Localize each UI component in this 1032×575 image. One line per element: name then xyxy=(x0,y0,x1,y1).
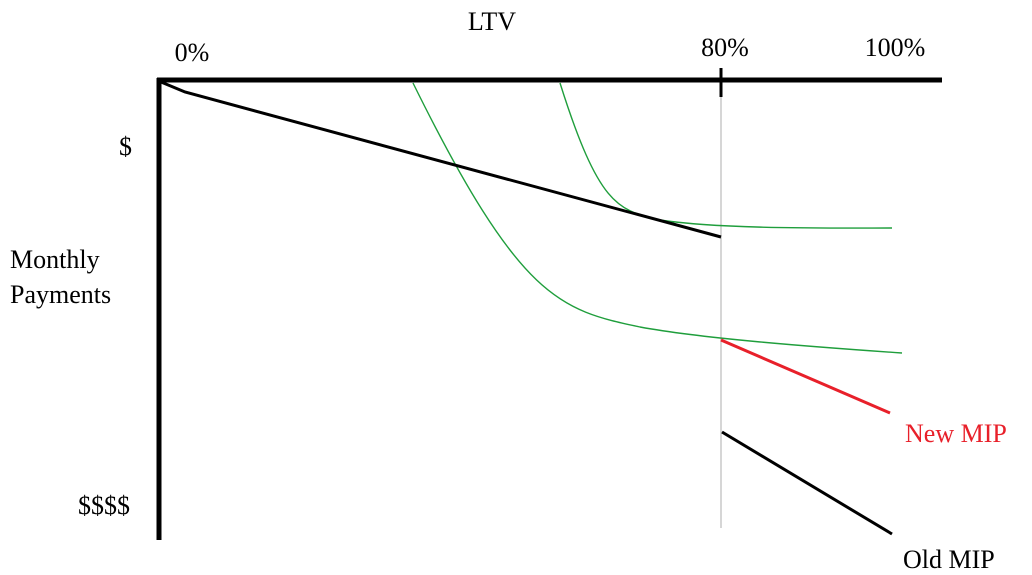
black-line-pre-80 xyxy=(160,80,722,239)
y-axis-title-line-1: Monthly xyxy=(10,245,100,274)
y-axis-title-line-2: Payments xyxy=(10,280,111,309)
x-tick-80-percent: 80% xyxy=(701,33,749,62)
new-mip-label: New MIP xyxy=(905,419,1007,448)
y-tick-high-cost: $$$$ xyxy=(78,491,130,520)
green-curve-lower xyxy=(412,82,903,354)
old-mip-label: Old MIP xyxy=(903,545,995,574)
new-mip-line xyxy=(720,338,891,415)
x-tick-0-percent: 0% xyxy=(175,38,210,67)
old-mip-line xyxy=(721,430,893,536)
y-tick-low-cost: $ xyxy=(119,132,132,161)
axis-title-ltv: LTV xyxy=(468,7,516,36)
x-tick-100-percent: 100% xyxy=(865,33,926,62)
